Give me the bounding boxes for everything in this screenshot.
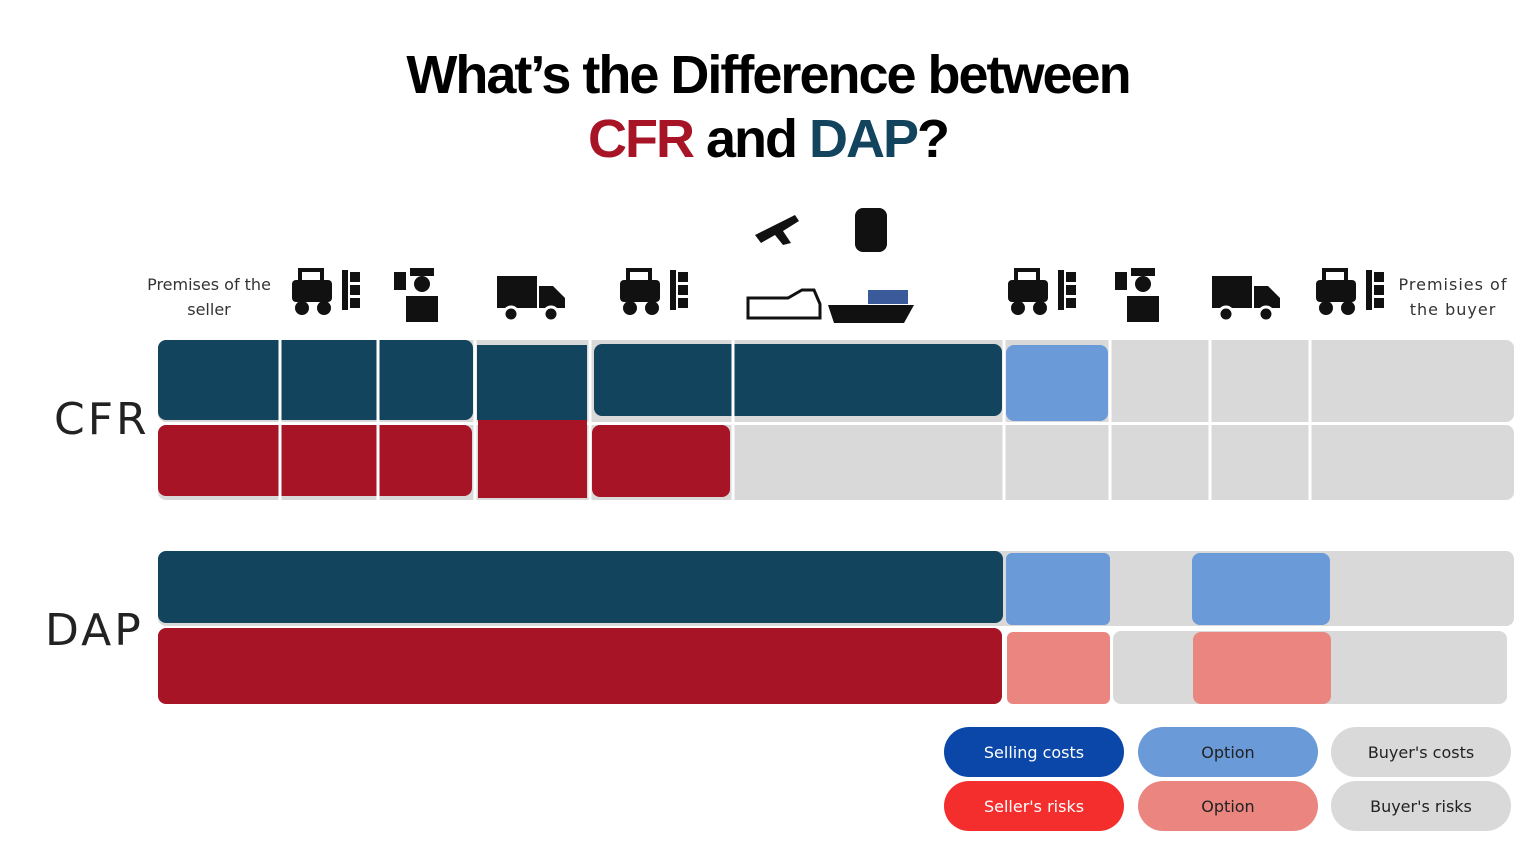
shape: [1115, 268, 1159, 322]
seller-risk: [158, 628, 1002, 704]
option: [1007, 632, 1110, 704]
option: [1006, 345, 1108, 421]
legend-item: Option: [1138, 727, 1318, 777]
title-line2: CFR and DAP?: [0, 108, 1536, 170]
option: [1006, 553, 1110, 625]
dap-rows: [158, 551, 1514, 704]
legend-item: Buyer's risks: [1331, 781, 1511, 831]
option: [1192, 553, 1330, 625]
title-cfr: CFR: [587, 109, 695, 169]
train-icon: [855, 208, 887, 252]
shape: [394, 268, 438, 322]
containers: [868, 290, 908, 304]
seller-label: Premises of the seller: [147, 275, 271, 319]
shape: [290, 268, 362, 317]
title-line1: What’s the Difference between: [406, 45, 1131, 105]
seller-risk: [478, 420, 587, 498]
seller-cost: [594, 344, 1002, 416]
seller-cost: [158, 551, 1003, 623]
column-dividers: [278, 338, 1312, 500]
shape: [1210, 274, 1282, 323]
van-icon: [746, 288, 822, 320]
shape: [1314, 268, 1386, 317]
plane-icon: [755, 215, 799, 245]
ship-icon: [828, 305, 914, 323]
seller-risk: [158, 425, 472, 496]
shape: [1006, 268, 1078, 317]
shape: [618, 268, 690, 317]
shape: [495, 274, 567, 323]
option: [1193, 632, 1331, 704]
row-label: CFR: [54, 394, 150, 445]
buyer-label: Premisies of the buyer: [1398, 275, 1508, 319]
legend-item: Selling costs: [944, 727, 1124, 777]
title-dap: DAP: [809, 109, 919, 169]
title-mark: ?: [917, 109, 950, 169]
title-and: and: [705, 109, 798, 169]
legend-item: Buyer's costs: [1331, 727, 1511, 777]
legend-item: Option: [1138, 781, 1318, 831]
legend-item: Seller's risks: [944, 781, 1124, 831]
icons: [290, 208, 1386, 323]
row-label: DAP: [45, 605, 144, 656]
seller-cost: [158, 340, 473, 420]
cfr-rows: [158, 340, 1514, 500]
seller-risk: [592, 425, 730, 497]
seller-cost: [477, 345, 587, 420]
